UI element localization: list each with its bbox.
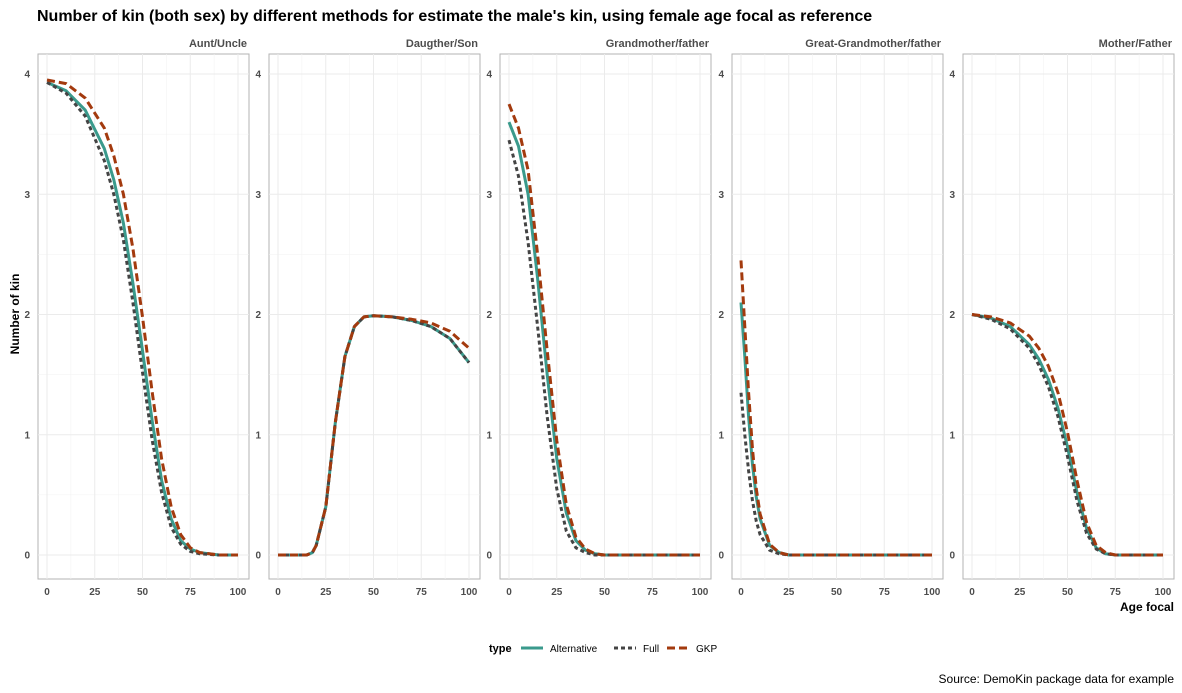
y-tick-label: 0: [949, 551, 955, 562]
y-tick-label: 3: [949, 190, 955, 201]
x-tick-label: 50: [831, 587, 843, 598]
legend-label: Full: [643, 644, 659, 655]
y-tick-label: 2: [24, 310, 30, 321]
legend: type Alternative Full GKP: [489, 643, 717, 655]
y-tick-label: 4: [486, 70, 492, 81]
x-tick-label: 50: [368, 587, 380, 598]
x-tick-label: 75: [879, 587, 891, 598]
y-tick-label: 1: [949, 430, 955, 441]
legend-title: type: [489, 643, 512, 655]
x-tick-label: 0: [506, 587, 512, 598]
y-tick-label: 2: [949, 310, 955, 321]
facet-panel: Grandmother/father 0 1 2 3 4 0 25 50 75 100: [486, 38, 712, 598]
panel-border: [962, 53, 1175, 580]
y-tick-label: 3: [255, 190, 261, 201]
y-tick-label: 0: [718, 551, 724, 562]
x-tick-label: 25: [551, 587, 563, 598]
x-tick-label: 100: [692, 587, 709, 598]
x-tick-label: 100: [230, 587, 247, 598]
facet-panel: Mother/Father 0 1 2 3 4 0 25 50 75 100: [949, 38, 1175, 598]
legend-item: GKP: [667, 644, 717, 655]
facet-panel: Great-Grandmother/father 0 1 2 3 4 0 25 50 75 100: [718, 38, 944, 598]
y-tick-label: 0: [255, 551, 261, 562]
y-tick-label: 1: [486, 430, 492, 441]
y-tick-label: 1: [24, 430, 30, 441]
x-tick-label: 50: [599, 587, 611, 598]
facet-strip-label: Daugther/Son: [406, 38, 478, 50]
y-tick-label: 4: [718, 70, 724, 81]
x-tick-label: 50: [1062, 587, 1074, 598]
x-tick-label: 25: [1014, 587, 1026, 598]
y-tick-label: 3: [718, 190, 724, 201]
series-line-gkp: [507, 103, 700, 557]
x-tick-label: 25: [320, 587, 332, 598]
y-tick-label: 2: [718, 310, 724, 321]
legend-item: Alternative: [521, 644, 598, 655]
y-axis-label: Number of kin: [8, 274, 22, 355]
y-tick-label: 3: [486, 190, 492, 201]
chart-caption: Source: DemoKin package data for example: [939, 672, 1175, 686]
y-tick-label: 1: [718, 430, 724, 441]
series-line-alternative: [507, 121, 700, 557]
series-line-gkp: [739, 260, 932, 557]
y-tick-label: 0: [486, 551, 492, 562]
facet-strip-label: Mother/Father: [1099, 38, 1173, 50]
panel-border: [731, 53, 944, 580]
series-line-full: [971, 313, 1163, 557]
y-tick-label: 0: [24, 551, 30, 562]
legend-label: Alternative: [550, 644, 598, 655]
x-tick-label: 0: [44, 587, 50, 598]
series-line-gkp: [278, 314, 470, 557]
x-tick-label: 50: [137, 587, 149, 598]
series-line-alternative: [46, 81, 238, 557]
panel-border: [499, 53, 712, 580]
x-tick-label: 75: [647, 587, 659, 598]
x-axis-label: Age focal: [1120, 600, 1174, 614]
x-tick-label: 75: [1110, 587, 1122, 598]
y-tick-label: 2: [255, 310, 261, 321]
facet-strip-label: Grandmother/father: [606, 38, 710, 50]
x-tick-label: 0: [738, 587, 744, 598]
y-tick-label: 4: [255, 70, 261, 81]
y-tick-label: 3: [24, 190, 30, 201]
legend-item: Full: [614, 644, 659, 655]
chart-title: Number of kin (both sex) by different me…: [37, 8, 872, 25]
x-tick-label: 75: [416, 587, 428, 598]
x-tick-label: 25: [783, 587, 795, 598]
y-tick-label: 1: [255, 430, 261, 441]
x-tick-label: 75: [185, 587, 197, 598]
y-tick-label: 4: [949, 70, 955, 81]
x-tick-label: 100: [461, 587, 478, 598]
x-tick-label: 100: [1155, 587, 1172, 598]
facet-strip-label: Great-Grandmother/father: [805, 38, 941, 50]
series-line-gkp: [46, 78, 238, 557]
x-tick-label: 25: [89, 587, 101, 598]
x-tick-label: 0: [275, 587, 281, 598]
legend-label: GKP: [696, 644, 717, 655]
facet-panel: Aunt/Uncle 0 1 2 3 4 0 25 50 75 100: [24, 38, 250, 598]
facet-strip-label: Aunt/Uncle: [189, 38, 247, 50]
x-tick-label: 100: [924, 587, 941, 598]
x-tick-label: 0: [969, 587, 975, 598]
y-tick-label: 2: [486, 310, 492, 321]
facet-panel: Daugther/Son 0 1 2 3 4 0 25 50 75 100: [255, 38, 481, 598]
series-line-gkp: [971, 313, 1163, 557]
y-tick-label: 4: [24, 70, 30, 81]
